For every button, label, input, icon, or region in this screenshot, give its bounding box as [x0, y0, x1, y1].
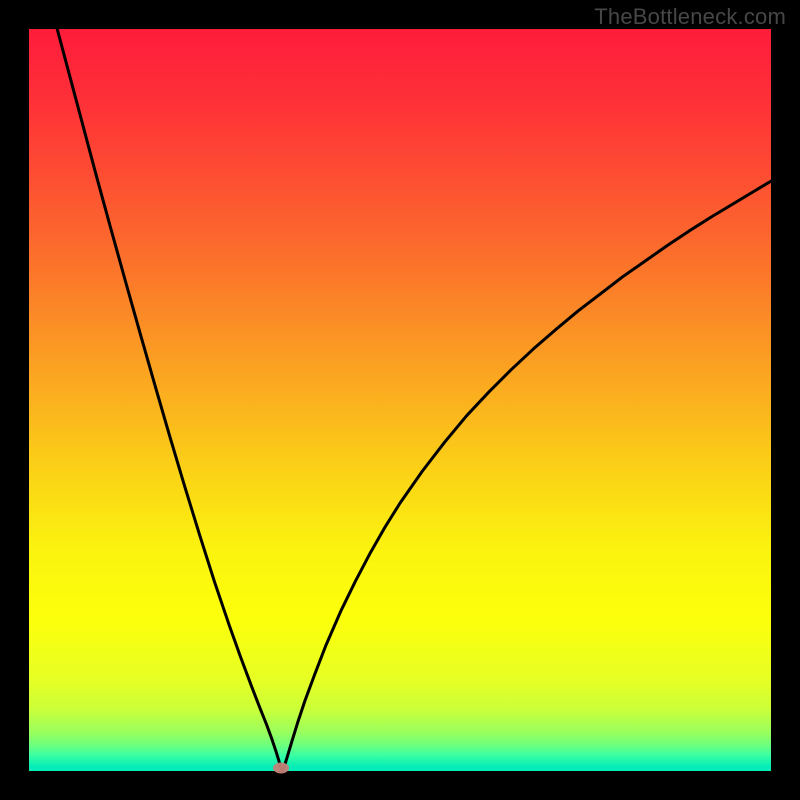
curve-layer	[29, 29, 771, 771]
min-marker-dot	[273, 763, 289, 774]
bottleneck-curve	[57, 29, 771, 771]
watermark-text: TheBottleneck.com	[594, 4, 786, 30]
chart-frame: TheBottleneck.com	[0, 0, 800, 800]
plot-area	[29, 29, 771, 771]
